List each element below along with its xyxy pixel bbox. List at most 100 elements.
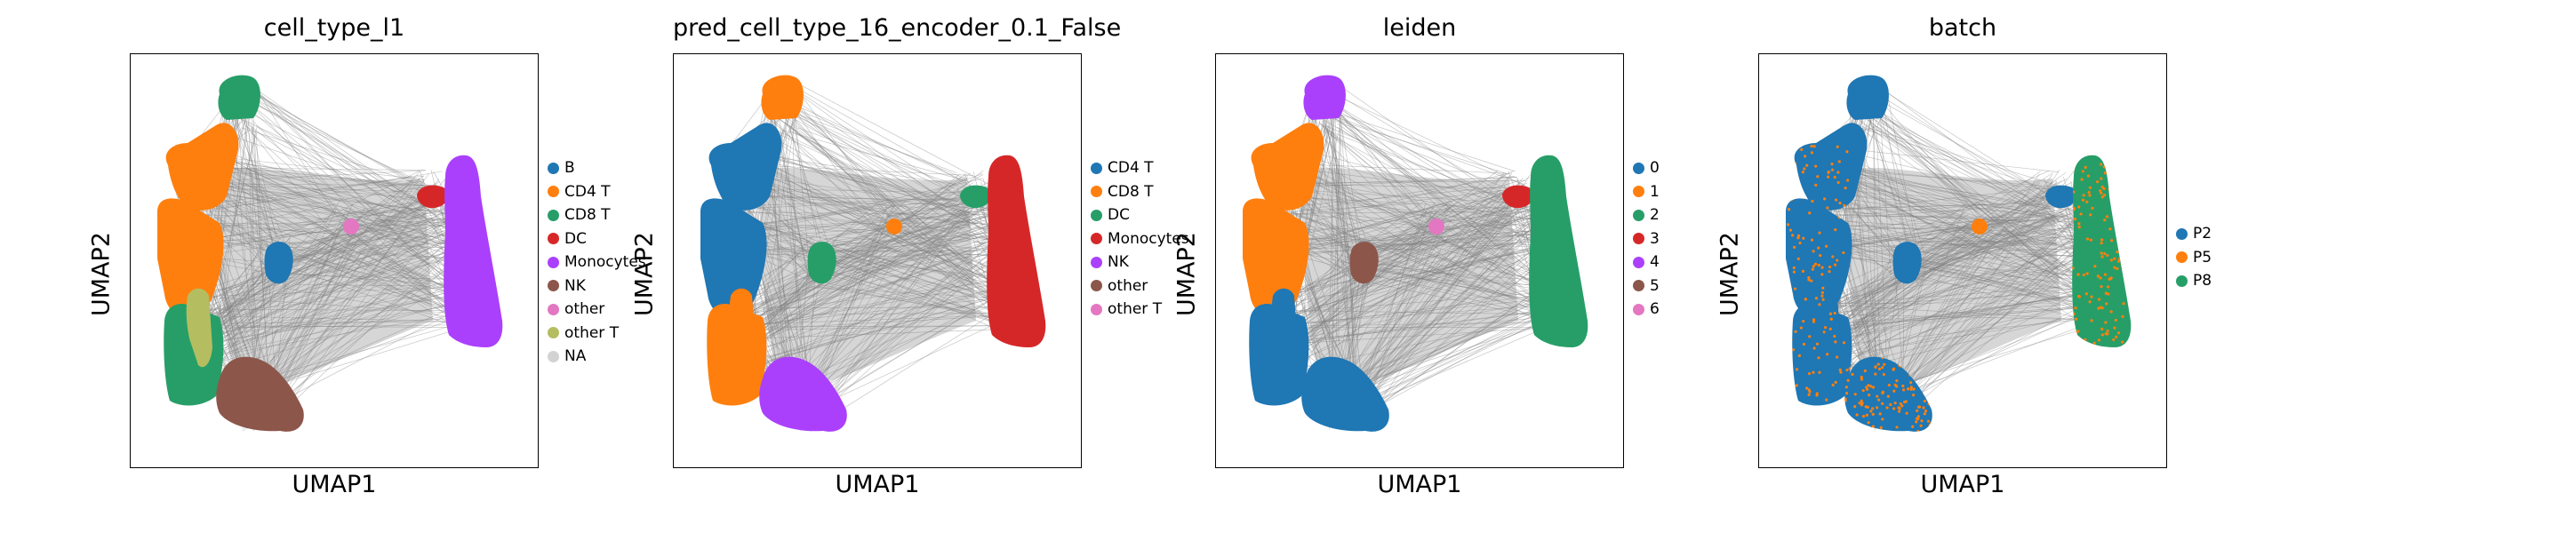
connectivity-edge	[214, 235, 335, 355]
connectivity-edge	[793, 123, 818, 238]
cell-point	[2077, 295, 2082, 298]
umap-scatter	[157, 75, 503, 432]
connectivity-edge	[344, 222, 452, 245]
connectivity-edge	[1288, 170, 1514, 303]
connectivity-edge	[899, 214, 999, 235]
cell-point	[2089, 238, 2092, 242]
connectivity-edge	[1804, 252, 2098, 287]
cell-point	[2116, 250, 2119, 254]
cell-point	[1801, 171, 1804, 174]
connectivity-edge	[1338, 101, 1353, 410]
connectivity-edge	[796, 105, 966, 182]
connectivity-edge	[194, 198, 426, 329]
connectivity-edge	[801, 292, 995, 381]
connectivity-edge	[182, 185, 436, 224]
connectivity-edge	[1884, 91, 2045, 194]
connectivity-edge	[282, 224, 349, 286]
cluster-center-small	[1349, 242, 1379, 284]
connectivity-edge	[1289, 194, 1547, 326]
connectivity-edge	[1865, 106, 1915, 242]
connectivity-edge	[1322, 121, 1348, 258]
connectivity-edge	[732, 204, 989, 296]
cell-point	[1842, 251, 1845, 255]
connectivity-edge	[812, 204, 895, 389]
connectivity-edge	[742, 186, 988, 227]
connectivity-edge	[1823, 207, 2074, 251]
cluster-bottom-blob	[1301, 356, 1389, 432]
cell-point	[2099, 189, 2102, 193]
cell-point	[1834, 228, 1837, 232]
legend-label: 0	[1650, 159, 1660, 177]
connectivity-edge	[268, 246, 352, 390]
connectivity-edge	[1836, 211, 2074, 310]
connectivity-edge	[250, 131, 468, 328]
connectivity-edge	[210, 325, 452, 328]
cell-point	[1791, 234, 1795, 237]
connectivity-edge	[260, 281, 452, 394]
connectivity-edge	[764, 132, 902, 234]
cell-point	[2108, 187, 2111, 191]
cluster-left-mid	[1243, 198, 1309, 321]
cell-point	[1820, 266, 1824, 269]
connectivity-edge	[1333, 284, 1564, 388]
connectivity-edge	[1278, 224, 1532, 231]
legend-label: other	[564, 300, 605, 318]
cell-point	[2088, 186, 2092, 189]
cell-point	[2116, 266, 2119, 271]
cell-point	[1827, 406, 1830, 410]
connectivity-edge	[1842, 186, 2075, 354]
legend-swatch	[548, 280, 559, 292]
cell-point	[1812, 145, 1816, 148]
cell-point	[1807, 388, 1811, 392]
connectivity-edge	[775, 103, 1022, 243]
connectivity-edge	[262, 200, 445, 274]
connectivity-edge	[740, 211, 1005, 230]
cell-point	[1788, 163, 1791, 168]
cell-point	[2103, 251, 2107, 256]
connectivity-edge	[817, 253, 1002, 323]
connectivity-edge	[1353, 203, 1512, 274]
connectivity-edge	[1276, 216, 1539, 358]
cell-point	[1881, 402, 1884, 405]
connectivity-edge	[1873, 96, 1876, 379]
cell-point	[1861, 414, 1866, 418]
connectivity-edge	[746, 314, 1020, 330]
connectivity-edge	[742, 249, 1020, 322]
cell-point	[1879, 426, 1883, 429]
connectivity-edge	[1363, 228, 1539, 276]
connectivity-edge	[278, 248, 448, 259]
legend-item: 5	[1633, 274, 1660, 298]
connectivity-edge	[764, 107, 1024, 308]
connectivity-edge	[186, 184, 483, 301]
connectivity-edge	[1898, 210, 1964, 394]
connectivity-edge	[831, 243, 1011, 258]
connectivity-edge	[351, 218, 456, 248]
cell-point	[2091, 206, 2094, 210]
connectivity-edge	[1374, 243, 1559, 284]
connectivity-edge	[207, 239, 448, 349]
connectivity-edge	[1261, 298, 1547, 328]
connectivity-edge	[273, 227, 476, 422]
connectivity-edge	[1289, 221, 1540, 347]
cell-point	[1815, 394, 1819, 397]
connectivity-edge	[1808, 211, 2105, 245]
cell-point	[2100, 195, 2104, 199]
cell-point	[2114, 318, 2117, 322]
cell-point	[1793, 245, 1796, 249]
connectivity-edge	[885, 203, 967, 217]
cell-point	[1825, 244, 1828, 248]
connectivity-edge	[738, 154, 1012, 296]
connectivity-edge	[745, 173, 1022, 294]
connectivity-edge	[194, 295, 452, 314]
cell-point	[2092, 341, 2096, 345]
connectivity-edge	[1900, 313, 2089, 387]
cell-point	[1807, 393, 1811, 396]
cluster-top-lobe	[1303, 75, 1346, 120]
cell-point	[1869, 385, 1873, 388]
connectivity-edge	[1812, 207, 2074, 313]
cell-point	[1793, 287, 1797, 290]
connectivity-edge	[812, 206, 991, 266]
cell-point	[2108, 173, 2111, 177]
connectivity-edge	[1828, 192, 2066, 340]
cell-point	[1786, 330, 1788, 335]
